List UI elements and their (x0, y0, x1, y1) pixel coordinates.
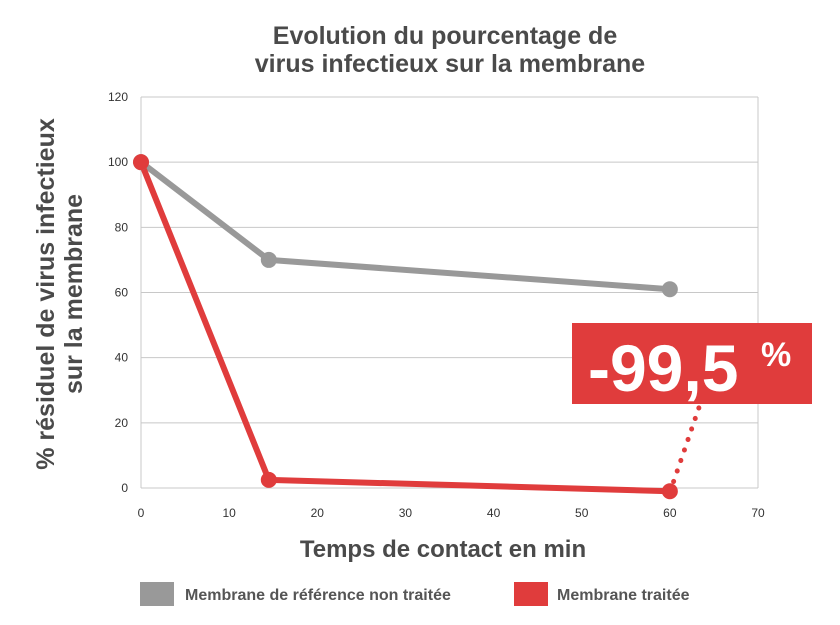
y-tick-label: 20 (115, 416, 129, 430)
legend-label-reference: Membrane de référence non traitée (185, 587, 451, 604)
y-tick-label: 80 (115, 220, 129, 234)
y-axis-label-line-2: sur la membrane (60, 194, 88, 394)
x-axis-ticks: 0 10 20 30 40 50 60 70 (138, 506, 765, 520)
legend-item-treated: Membrane traitée (514, 582, 690, 606)
x-tick-label: 60 (663, 506, 677, 520)
series-0-point-1 (260, 251, 277, 268)
y-axis-label-line-1: % résiduel de virus infectieux (32, 118, 60, 470)
y-tick-label: 120 (108, 90, 128, 104)
legend-swatch-treated (514, 582, 548, 606)
x-axis-label: Temps de contact en min (300, 536, 586, 563)
x-tick-label: 40 (487, 506, 501, 520)
y-tick-label: 40 (115, 351, 129, 365)
callout-box (572, 323, 812, 404)
y-tick-label: 0 (121, 481, 128, 495)
x-tick-label: 70 (751, 506, 765, 520)
legend-item-reference: Membrane de référence non traitée (140, 582, 451, 606)
series-line-0 (138, 159, 673, 293)
y-axis-ticks: 0 20 40 60 80 100 120 (108, 90, 128, 495)
x-tick-label: 50 (575, 506, 589, 520)
series-1-point-1 (260, 471, 277, 488)
series-1-point-0 (133, 154, 149, 171)
series-group (133, 154, 678, 500)
callout-percent: % (761, 336, 791, 374)
callout-connector (667, 387, 708, 495)
x-tick-label: 30 (399, 506, 413, 520)
legend-swatch-reference (140, 582, 174, 606)
series-0-point-2 (661, 281, 678, 298)
callout-value: -99,5 (588, 331, 738, 405)
y-tick-label: 60 (115, 286, 129, 300)
x-tick-label: 10 (222, 506, 236, 520)
legend: Membrane de référence non traitée Membra… (140, 582, 690, 606)
x-tick-label: 20 (311, 506, 325, 520)
chart-title-line-1: Evolution du pourcentage de (273, 22, 618, 50)
chart-title-line-2: virus infectieux sur la membrane (255, 50, 646, 78)
x-tick-label: 0 (138, 506, 145, 520)
y-tick-label: 100 (108, 155, 128, 169)
callout-badge: -99,5 % (572, 323, 812, 405)
legend-label-treated: Membrane traitée (557, 587, 690, 604)
